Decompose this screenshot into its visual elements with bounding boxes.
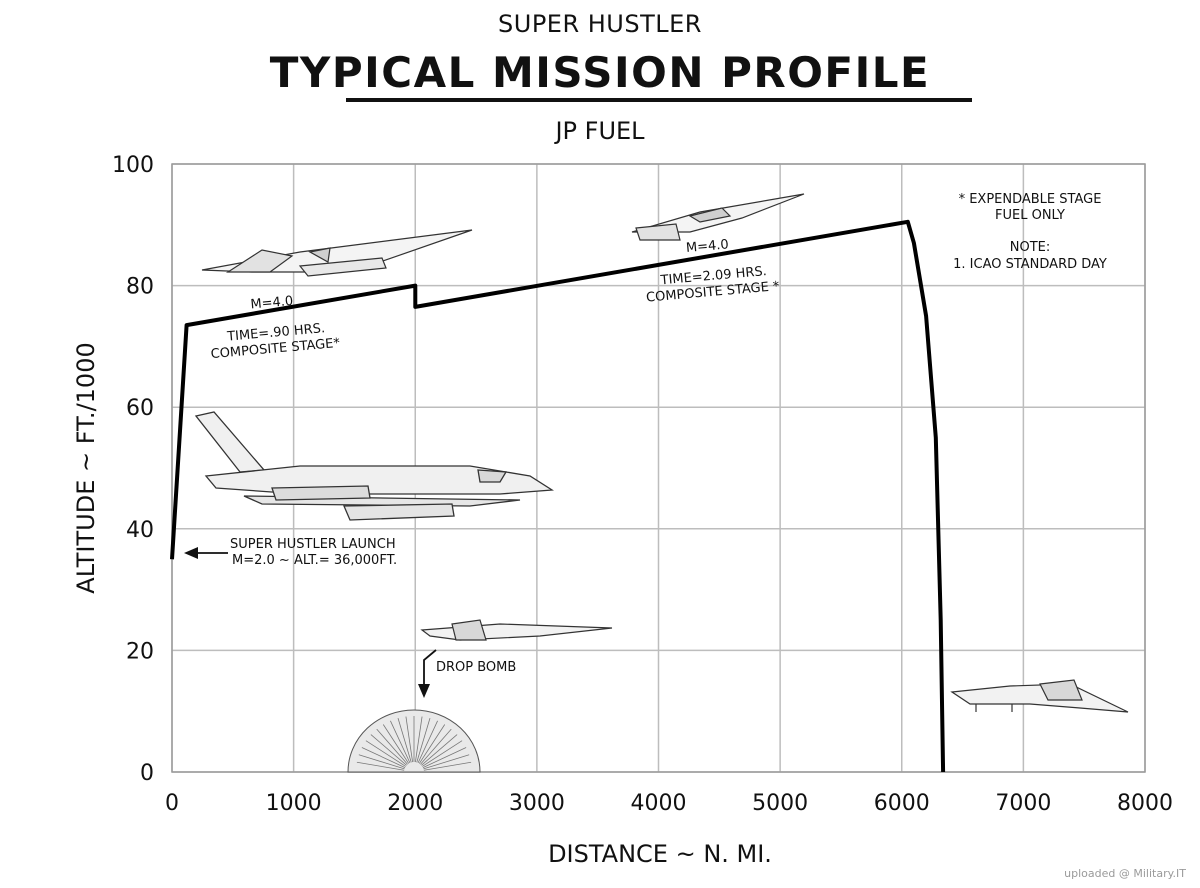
note-item-1: 1. ICAO STANDARD DAY — [953, 257, 1107, 272]
x-tick-label: 0 — [165, 791, 179, 816]
chart-supertitle: SUPER HUSTLER — [498, 10, 702, 38]
launch-label-line1: SUPER HUSTLER LAUNCH — [230, 537, 396, 552]
x-tick-label: 2000 — [387, 791, 443, 816]
burst-ray — [422, 740, 463, 767]
mission-profile-line — [170, 219, 946, 773]
notes-block: * EXPENDABLE STAGE FUEL ONLY NOTE: 1. IC… — [953, 192, 1107, 272]
return-pod-illustration — [950, 679, 1129, 713]
y-tick-label: 100 — [112, 153, 154, 178]
axis-ticks: 0 1000 2000 3000 4000 5000 6000 7000 8000 0 20 40 60… — [112, 153, 1173, 816]
burst-ray — [420, 728, 452, 765]
y-tick-label: 80 — [126, 275, 154, 300]
x-tick-label: 6000 — [874, 791, 930, 816]
burst-ray — [376, 728, 408, 765]
y-tick-label: 40 — [126, 518, 154, 543]
burst-ray — [414, 716, 423, 763]
bomb-explosion-illustration — [347, 709, 481, 773]
y-tick-label: 60 — [126, 396, 154, 421]
y-tick-label: 0 — [140, 761, 154, 786]
composite-aircraft-illustration-2 — [631, 193, 805, 241]
bomb-pod-illustration — [420, 619, 613, 641]
burst-ray — [405, 716, 414, 763]
x-tick-label: 5000 — [752, 791, 808, 816]
note-expendable-line1: * EXPENDABLE STAGE — [959, 192, 1102, 207]
x-tick-label: 7000 — [995, 791, 1051, 816]
burst-ray — [370, 734, 407, 766]
chart-title: TYPICAL MISSION PROFILE — [269, 48, 931, 97]
x-axis-label: DISTANCE ~ N. MI. — [548, 840, 772, 868]
burst-ray — [361, 747, 406, 768]
note-expendable-line2: FUEL ONLY — [995, 208, 1065, 223]
burst-ray — [365, 740, 406, 767]
note-heading: NOTE: — [1010, 240, 1051, 255]
burst-ray — [423, 754, 470, 770]
y-axis-label: ALTITUDE ~ FT./1000 — [72, 342, 100, 593]
burst-ray — [421, 734, 458, 766]
x-tick-label: 4000 — [631, 791, 687, 816]
plot-frame — [171, 163, 1146, 773]
x-tick-label: 8000 — [1117, 791, 1173, 816]
x-tick-label: 3000 — [509, 791, 565, 816]
burst-ray — [422, 747, 467, 768]
burst-ray — [356, 761, 405, 771]
burst-ray — [417, 720, 438, 764]
title-underline — [346, 98, 972, 102]
segment2-annotation: M=4.0 TIME=2.09 HRS. COMPOSITE STAGE * — [646, 237, 781, 305]
burst-ray — [397, 718, 412, 763]
watermark-text: uploaded @ Military.IT — [1064, 867, 1186, 880]
drop-bomb-annotation: DROP BOMB — [418, 649, 516, 698]
burst-ray — [382, 724, 410, 764]
chart-subtitle: JP FUEL — [555, 117, 645, 145]
segment2-mach: M=4.0 — [685, 237, 729, 256]
composite-aircraft-illustration-1 — [201, 229, 473, 277]
launch-label-line2: M=2.0 ~ ALT.= 36,000FT. — [232, 553, 397, 568]
burst-ray — [358, 754, 405, 770]
burst-ray — [416, 718, 431, 763]
b58-carrier-aircraft-illustration — [194, 411, 554, 521]
burst-ray — [423, 761, 472, 771]
drop-bomb-label: DROP BOMB — [436, 660, 516, 675]
segment1-mach: M=4.0 — [250, 294, 294, 313]
launch-annotation: SUPER HUSTLER LAUNCH M=2.0 ~ ALT.= 36,00… — [184, 537, 397, 568]
burst-ray — [390, 720, 411, 764]
x-tick-label: 1000 — [266, 791, 322, 816]
burst-ray — [418, 724, 446, 764]
y-tick-label: 20 — [126, 639, 154, 664]
